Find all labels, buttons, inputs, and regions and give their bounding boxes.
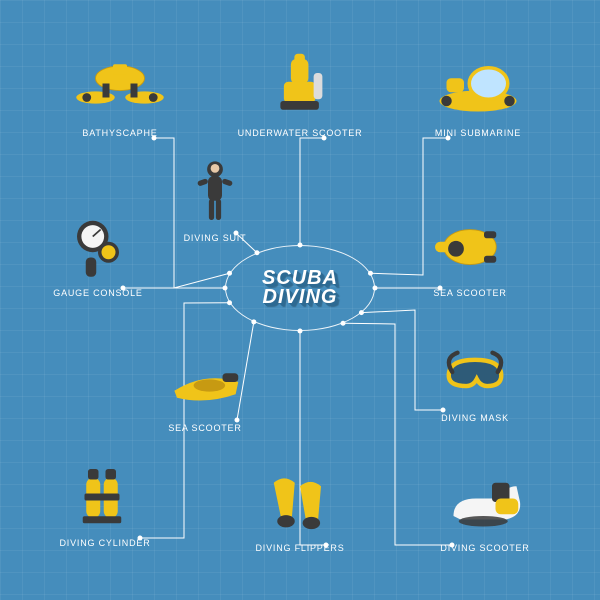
node-diving-flippers: DIVING FLIPPERS (255, 467, 345, 553)
title: SCUBA DIVING (262, 269, 338, 307)
node-diving-scooter: DIVING SCOOTER (440, 467, 530, 553)
node-bathyscaphe: BATHYSCAPHE (75, 52, 165, 138)
bathyscaphe-icon (75, 52, 165, 122)
gauge-console-icon (53, 212, 143, 282)
node-label: DIVING CYLINDER (59, 538, 150, 548)
node-diving-cylinder: DIVING CYLINDER (59, 462, 150, 548)
node-label: DIVING MASK (441, 413, 509, 423)
node-label: DIVING SCOOTER (440, 543, 529, 553)
title-line-2: DIVING (263, 286, 338, 308)
diving-suit-icon (170, 157, 260, 227)
diving-cylinder-icon (60, 462, 150, 532)
node-label: SEA SCOOTER (433, 288, 506, 298)
node-sea-scooter-right: SEA SCOOTER (425, 212, 515, 298)
center-oval: SCUBA DIVING (225, 245, 375, 331)
diving-flippers-icon (255, 467, 345, 537)
node-gauge-console: GAUGE CONSOLE (53, 212, 143, 298)
node-label: MINI SUBMARINE (435, 128, 521, 138)
sea-scooter-left-icon (160, 347, 250, 417)
node-label: SEA SCOOTER (168, 423, 241, 433)
node-label: UNDERWATER SCOOTER (238, 128, 363, 138)
node-diving-mask: DIVING MASK (430, 337, 520, 423)
node-mini-submarine: MINI SUBMARINE (433, 52, 523, 138)
diving-scooter-icon (440, 467, 530, 537)
node-diving-suit: DIVING SUIT (170, 157, 260, 243)
node-sea-scooter-left: SEA SCOOTER (160, 347, 250, 433)
node-label: DIVING FLIPPERS (255, 543, 344, 553)
node-underwater-scooter: UNDERWATER SCOOTER (238, 52, 363, 138)
mini-submarine-icon (433, 52, 523, 122)
node-label: GAUGE CONSOLE (53, 288, 142, 298)
diving-mask-icon (430, 337, 520, 407)
sea-scooter-right-icon (425, 212, 515, 282)
node-label: DIVING SUIT (184, 233, 247, 243)
underwater-scooter-icon (255, 52, 345, 122)
node-label: BATHYSCAPHE (82, 128, 157, 138)
